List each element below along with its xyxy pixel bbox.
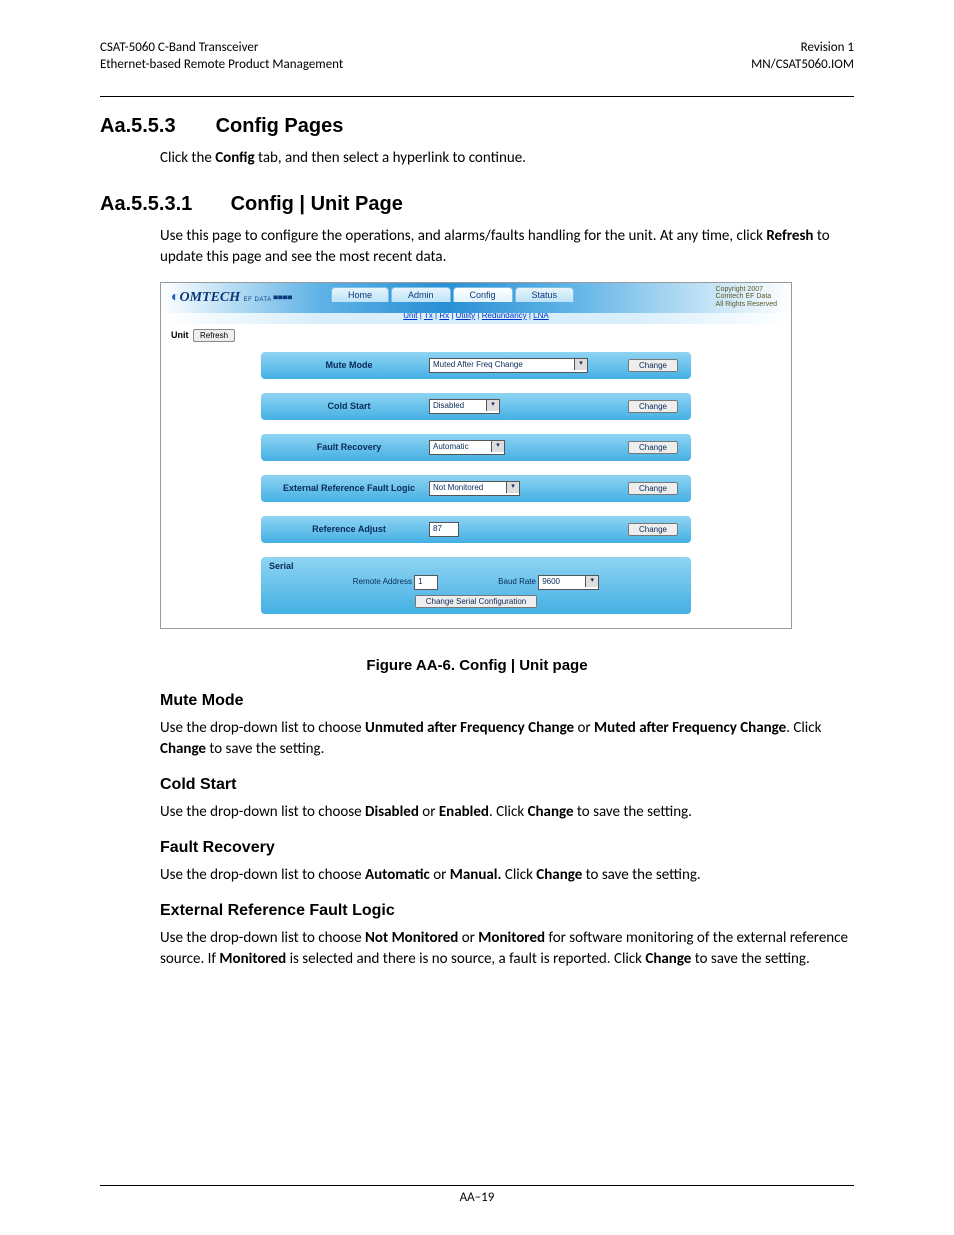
cold-start-para: Use the drop-down list to choose Disable…	[160, 802, 854, 823]
header-right-line1: Revision 1	[751, 40, 854, 57]
chevron-down-icon: ▾	[574, 359, 587, 370]
chevron-down-icon: ▾	[486, 400, 499, 411]
fault-recovery-heading: Fault Recovery	[160, 839, 854, 857]
config-select[interactable]: Automatic▾	[429, 440, 505, 455]
section-heading-config-pages: Aa.5.5.3 Config Pages	[100, 115, 854, 138]
config-row: Fault RecoveryAutomatic▾ Change	[261, 434, 691, 461]
unit-label: Unit	[171, 330, 189, 340]
copyright: Copyright 2007 Comtech EF Data All Right…	[716, 286, 777, 309]
section-title: Config | Unit Page	[231, 193, 403, 215]
page-header: CSAT-5060 C-Band Transceiver Ethernet-ba…	[100, 40, 854, 74]
config-row-label: Fault Recovery	[269, 442, 429, 452]
chevron-down-icon: ▾	[491, 441, 504, 452]
config-row: Cold StartDisabled▾ Change	[261, 393, 691, 420]
config-input[interactable]: 87	[429, 522, 459, 537]
logo-sub: EF DATA ▀▀▀▀	[244, 297, 293, 303]
mute-mode-heading: Mute Mode	[160, 692, 854, 710]
fault-recovery-para: Use the drop-down list to choose Automat…	[160, 865, 854, 886]
page-number: AA–19	[460, 1190, 495, 1205]
config-select[interactable]: Disabled▾	[429, 399, 500, 414]
ext-ref-heading: External Reference Fault Logic	[160, 902, 854, 920]
config-row-label: Mute Mode	[269, 360, 429, 370]
footer-rule	[100, 1185, 854, 1186]
config-unit-screenshot: ◐OMTECH EF DATA ▀▀▀▀ HomeAdminConfigStat…	[160, 282, 792, 629]
nav-tabs: HomeAdminConfigStatus	[331, 287, 574, 302]
remote-address-field: Remote Address 1	[353, 575, 438, 590]
chevron-down-icon: ▾	[585, 576, 598, 587]
unit-title-row: Unit Refresh	[161, 324, 791, 346]
nav-tab-config[interactable]: Config	[453, 287, 513, 302]
config-row-label: External Reference Fault Logic	[269, 483, 429, 493]
screenshot-body: Mute ModeMuted After Freq Change▾ChangeC…	[161, 346, 791, 628]
section-number: Aa.5.5.3.1	[100, 193, 225, 216]
config-row: Reference Adjust87 Change	[261, 516, 691, 543]
baud-rate-field: Baud Rate 9600▾	[498, 575, 599, 590]
change-button[interactable]: Change	[628, 359, 678, 372]
ext-ref-para: Use the drop-down list to choose Not Mon…	[160, 928, 854, 970]
nav-tab-home[interactable]: Home	[331, 287, 389, 302]
section-heading-config-unit: Aa.5.5.3.1 Config | Unit Page	[100, 193, 854, 216]
config-select[interactable]: Muted After Freq Change▾	[429, 358, 588, 373]
remote-address-input[interactable]: 1	[414, 575, 438, 590]
config-row-label: Cold Start	[269, 401, 429, 411]
logo: ◐OMTECH	[171, 290, 244, 305]
section2-para: Use this page to configure the operation…	[160, 226, 854, 268]
header-left-line1: CSAT-5060 C-Band Transceiver	[100, 40, 343, 57]
section-number: Aa.5.5.3	[100, 115, 210, 138]
change-button[interactable]: Change	[628, 482, 678, 495]
cold-start-heading: Cold Start	[160, 776, 854, 794]
screenshot-header: ◐OMTECH EF DATA ▀▀▀▀ HomeAdminConfigStat…	[161, 283, 791, 313]
baud-rate-select[interactable]: 9600▾	[538, 575, 599, 590]
chevron-down-icon: ▾	[506, 482, 519, 493]
nav-tab-admin[interactable]: Admin	[391, 287, 451, 302]
change-serial-config-button[interactable]: Change Serial Configuration	[415, 595, 538, 608]
page-footer: AA–19	[100, 1185, 854, 1205]
config-row: External Reference Fault LogicNot Monito…	[261, 475, 691, 502]
header-rule	[100, 96, 854, 97]
change-button[interactable]: Change	[628, 400, 678, 413]
serial-title: Serial	[269, 561, 683, 571]
config-row-label: Reference Adjust	[269, 524, 429, 534]
config-row: Mute ModeMuted After Freq Change▾ Change	[261, 352, 691, 379]
section1-para: Click the Config tab, and then select a …	[160, 148, 854, 169]
refresh-button[interactable]: Refresh	[193, 329, 235, 342]
figure-caption: Figure AA-6. Config | Unit page	[100, 657, 854, 674]
header-right-line2: MN/CSAT5060.IOM	[751, 57, 854, 74]
config-select[interactable]: Not Monitored▾	[429, 481, 520, 496]
serial-config-box: Serial Remote Address 1 Baud Rate 9600▾ Cha…	[261, 557, 691, 614]
change-button[interactable]: Change	[628, 441, 678, 454]
nav-tab-status[interactable]: Status	[515, 287, 575, 302]
mute-mode-para: Use the drop-down list to choose Unmuted…	[160, 718, 854, 760]
section-title: Config Pages	[216, 115, 344, 137]
header-left-line2: Ethernet-based Remote Product Management	[100, 57, 343, 74]
change-button[interactable]: Change	[628, 523, 678, 536]
